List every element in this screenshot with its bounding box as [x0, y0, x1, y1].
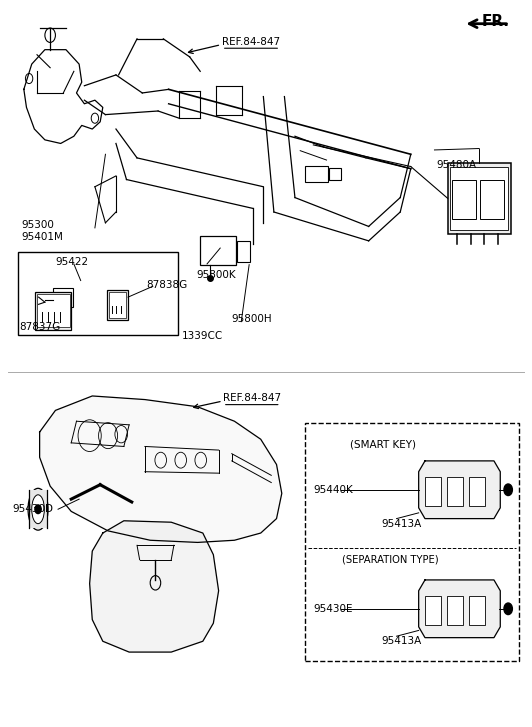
Bar: [452, 180, 476, 220]
Text: 95300: 95300: [21, 220, 54, 230]
Text: 87838G: 87838G: [146, 280, 187, 290]
Bar: [200, 236, 236, 265]
Ellipse shape: [28, 489, 48, 530]
Bar: [29, 491, 47, 528]
Bar: [425, 477, 441, 505]
Polygon shape: [419, 580, 500, 638]
Bar: [450, 166, 508, 230]
Bar: [305, 422, 519, 661]
Text: 95800H: 95800H: [232, 314, 272, 324]
Bar: [469, 596, 485, 624]
Text: REF.84-847: REF.84-847: [222, 38, 280, 47]
Text: 95413A: 95413A: [382, 636, 422, 646]
Polygon shape: [419, 461, 500, 518]
Text: (SMART KEY): (SMART KEY): [350, 439, 416, 449]
Text: REF.84-847: REF.84-847: [223, 393, 281, 403]
Text: 95401M: 95401M: [21, 232, 63, 242]
Bar: [53, 289, 73, 308]
Text: 95430D: 95430D: [12, 504, 53, 513]
Bar: [447, 477, 463, 505]
Polygon shape: [39, 396, 282, 542]
Circle shape: [504, 603, 512, 614]
Bar: [37, 294, 70, 327]
Text: FR.: FR.: [482, 14, 510, 29]
Bar: [425, 596, 441, 624]
Ellipse shape: [32, 495, 44, 523]
Bar: [18, 252, 178, 334]
Text: 95413A: 95413A: [382, 518, 422, 529]
Text: 95800K: 95800K: [196, 270, 236, 281]
Bar: [305, 166, 328, 182]
Text: 95440K: 95440K: [313, 485, 353, 495]
Bar: [447, 596, 463, 624]
Text: 95480A: 95480A: [436, 160, 476, 170]
Bar: [447, 163, 511, 233]
Circle shape: [504, 484, 512, 496]
Bar: [480, 180, 504, 220]
Polygon shape: [89, 521, 219, 652]
Bar: [109, 292, 127, 318]
Text: 95422: 95422: [55, 257, 88, 268]
Bar: [237, 241, 250, 262]
Bar: [36, 292, 71, 329]
Bar: [469, 477, 485, 505]
Circle shape: [35, 505, 41, 513]
Text: (SEPARATION TYPE): (SEPARATION TYPE): [342, 555, 438, 565]
Bar: [107, 290, 128, 320]
Text: 1339CC: 1339CC: [182, 331, 223, 341]
Text: 87837G: 87837G: [20, 323, 61, 332]
Bar: [329, 168, 341, 180]
Text: 95430E: 95430E: [313, 604, 353, 614]
